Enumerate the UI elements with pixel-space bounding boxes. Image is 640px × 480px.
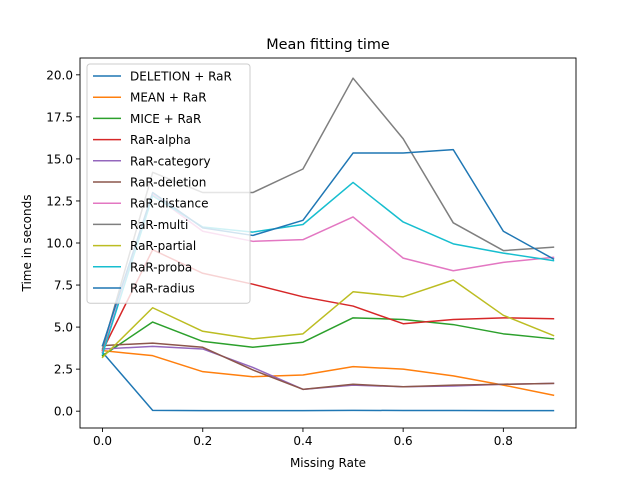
legend-box [86, 63, 251, 304]
y-tick-label: 0.0 [54, 405, 73, 419]
y-tick-label: 2.5 [54, 363, 73, 377]
chart-title: Mean fitting time [266, 37, 390, 53]
legend-label: RaR-category [130, 154, 211, 168]
x-tick-label: 0.2 [193, 434, 212, 448]
y-tick-label: 17.5 [46, 110, 73, 124]
legend-label: RaR-distance [130, 197, 208, 211]
y-tick-label: 10.0 [46, 237, 73, 251]
series-line-mean-rar [101, 349, 555, 397]
legend-label: MICE + RaR [130, 112, 201, 126]
x-tick-label: 0.8 [494, 434, 513, 448]
legend-label: RaR-alpha [130, 133, 191, 147]
plot-area: 0.0 0.2 0.4 0.6 0.8 0.0 2.5 5.0 7.5 10.0 12.5 15.0… [46, 57, 577, 448]
y-tick-label: 20.0 [46, 68, 73, 82]
legend-label: RaR-radius [130, 282, 195, 296]
y-axis-label: Time in seconds [20, 195, 34, 293]
y-tick-label: 15.0 [46, 152, 73, 166]
y-tick-label: 5.0 [54, 321, 73, 335]
legend-label: MEAN + RaR [130, 91, 207, 105]
series-line-deletion-rar [101, 351, 555, 412]
y-tick-label: 7.5 [54, 279, 73, 293]
y-axis: 0.0 2.5 5.0 7.5 10.0 12.5 15.0 17.5 20.0 [46, 68, 80, 419]
legend-label: RaR-proba [130, 260, 192, 274]
legend: DELETION + RaR MEAN + RaR MICE + RaR RaR-al… [86, 63, 251, 304]
legend-label: DELETION + RaR [130, 70, 232, 84]
x-axis: 0.0 0.2 0.4 0.6 0.8 [93, 428, 513, 448]
y-tick-label: 12.5 [46, 194, 73, 208]
series-line-mice-rar [101, 317, 555, 357]
series-line-rar-partial [101, 279, 555, 359]
series-line-rar-deletion [101, 342, 555, 391]
x-axis-label: Missing Rate [290, 456, 366, 470]
x-tick-label: 0.6 [394, 434, 413, 448]
x-tick-label: 0.4 [293, 434, 312, 448]
x-tick-label: 0.0 [93, 434, 112, 448]
legend-label: RaR-multi [130, 218, 188, 232]
legend-label: RaR-deletion [130, 176, 206, 190]
legend-label: RaR-partial [130, 239, 196, 253]
